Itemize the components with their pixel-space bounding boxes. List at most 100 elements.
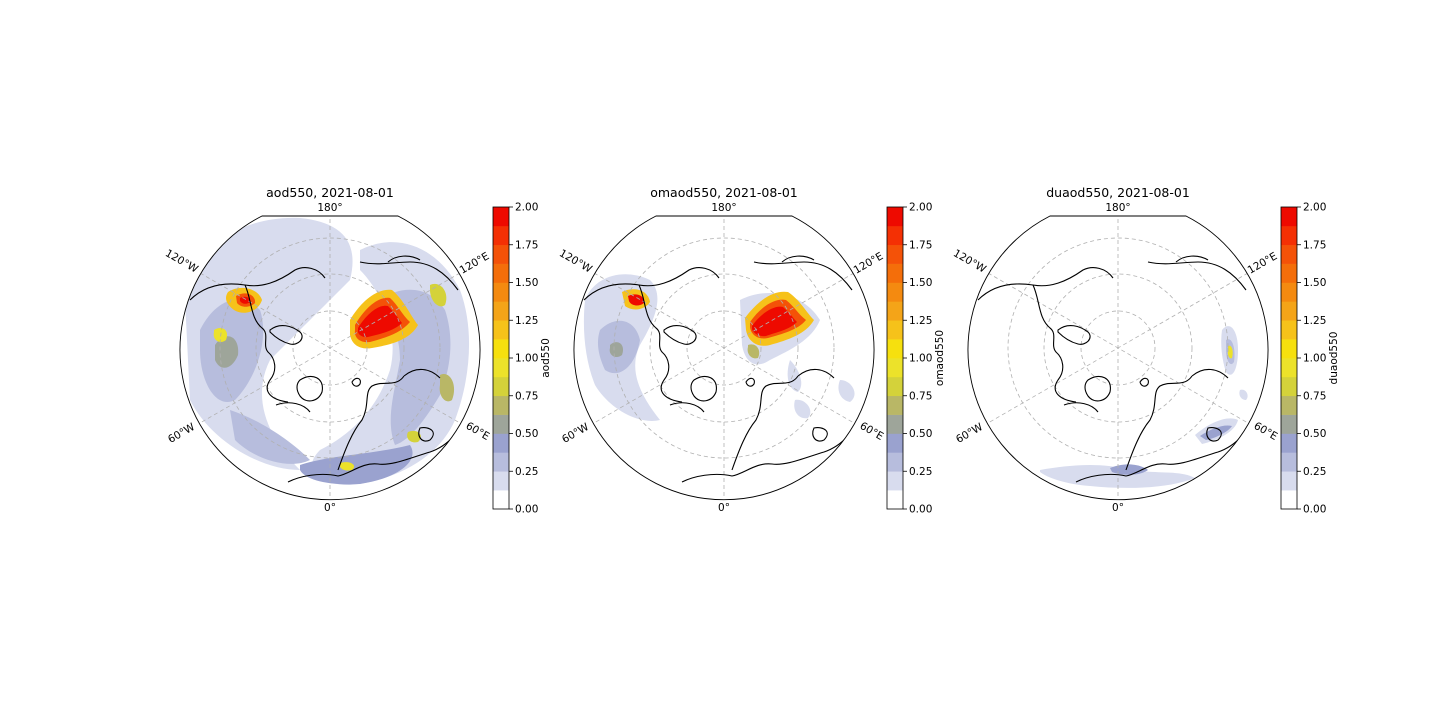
colorbar-level-15 [1281, 207, 1297, 227]
panel-title: duaod550, 2021-08-01 [1046, 185, 1190, 200]
colorbar-level-7 [1281, 358, 1297, 378]
lon-label-120e: 120°E [1246, 250, 1280, 276]
lon-label-60w: 60°W [560, 421, 592, 446]
colorbar-tick-label: 0.25 [909, 466, 932, 478]
graticule [199, 216, 461, 498]
map-area [583, 216, 865, 498]
lon-label-120w: 120°W [951, 247, 988, 276]
coastlines [977, 255, 1259, 483]
colorbar-level-9 [1281, 320, 1297, 340]
colorbar-tick-label: 1.75 [1303, 239, 1326, 251]
panel-aod550: aod550, 2021-08-01 [163, 185, 552, 516]
colorbar-level-9 [493, 320, 509, 340]
colorbar-tick-label: 0.25 [515, 466, 538, 478]
panel-title: aod550, 2021-08-01 [266, 185, 394, 200]
colorbar: 0.00 0.25 0.50 0.75 1.00 1.25 1.50 1.75 2.00 oma… [886, 202, 946, 516]
colorbar-tick-label: 1.00 [515, 353, 538, 365]
lon-label-120w: 120°W [163, 247, 200, 276]
colorbar-tick-label: 1.25 [1303, 315, 1326, 327]
colorbar-level-10 [1281, 301, 1297, 321]
colorbar-tick-label: 0.50 [1303, 428, 1326, 440]
lon-label-60e: 60°E [464, 420, 492, 443]
colorbar-level-8 [887, 339, 903, 359]
colorbar-cells [1281, 207, 1297, 510]
colorbar-level-4 [493, 414, 509, 434]
graticule [987, 216, 1249, 498]
colorbar-tick-label: 1.00 [909, 353, 932, 365]
map-area [185, 216, 471, 498]
map-boundary [179, 215, 481, 501]
colorbar-level-0 [887, 490, 903, 510]
aerosol-field [583, 274, 855, 421]
coastlines [189, 255, 471, 483]
colorbar-tick-label: 2.00 [515, 202, 538, 214]
colorbar-level-15 [887, 207, 903, 227]
lon-label-60e: 60°E [1252, 420, 1280, 443]
colorbar-tick-label: 1.50 [909, 277, 932, 289]
colorbar-level-12 [887, 263, 903, 283]
lon-label-60w: 60°W [166, 421, 198, 446]
colorbar-level-5 [887, 395, 903, 415]
colorbar-tick-label: 0.00 [909, 504, 932, 516]
colorbar-level-12 [493, 263, 509, 283]
colorbar-level-2 [1281, 452, 1297, 472]
colorbar-level-4 [887, 414, 903, 434]
colorbar-level-13 [1281, 244, 1297, 264]
colorbar-tick-label: 0.75 [909, 390, 932, 402]
colorbar-tick-label: 0.75 [1303, 390, 1326, 402]
colorbar-level-9 [887, 320, 903, 340]
lon-label-60e: 60°E [858, 420, 886, 443]
colorbar-level-1 [887, 471, 903, 491]
colorbar-level-1 [1281, 471, 1297, 491]
colorbar-level-6 [1281, 376, 1297, 397]
panel-omaod550: omaod550, 2021-08-01 [557, 185, 946, 516]
colorbar-tick-label: 1.50 [515, 277, 538, 289]
colorbar-level-0 [493, 490, 509, 510]
colorbar-level-10 [493, 301, 509, 321]
map-area [977, 216, 1259, 498]
lon-label-0: 0° [1112, 502, 1124, 514]
colorbar-level-5 [1281, 395, 1297, 415]
colorbar-ticks: 0.00 0.25 0.50 0.75 1.00 1.25 1.50 1.75 2.00 [903, 202, 932, 516]
lon-label-180: 180° [1105, 202, 1130, 214]
colorbar-cells [887, 207, 903, 510]
colorbar-level-11 [1281, 282, 1297, 302]
lon-label-60w: 60°W [954, 421, 986, 446]
colorbar-level-14 [493, 225, 509, 246]
colorbar-tick-label: 2.00 [909, 202, 932, 214]
lon-label-120e: 120°E [458, 250, 492, 276]
colorbar-level-11 [493, 282, 509, 302]
colorbar-level-3 [493, 433, 509, 453]
colorbar-level-6 [493, 376, 509, 397]
coastlines [583, 255, 865, 483]
colorbar-tick-label: 2.00 [1303, 202, 1326, 214]
colorbar-level-2 [887, 452, 903, 472]
colorbar-label: omaod550 [934, 330, 946, 386]
colorbar-tick-label: 1.00 [1303, 353, 1326, 365]
colorbar-level-13 [493, 244, 509, 264]
colorbar-level-10 [887, 301, 903, 321]
colorbar-level-11 [887, 282, 903, 302]
colorbar-level-3 [1281, 433, 1297, 453]
colorbar-tick-label: 1.50 [1303, 277, 1326, 289]
colorbar-level-3 [887, 433, 903, 453]
colorbar-level-14 [887, 225, 903, 246]
lon-label-0: 0° [324, 502, 336, 514]
colorbar-ticks: 0.00 0.25 0.50 0.75 1.00 1.25 1.50 1.75 2.00 [509, 202, 538, 516]
map-boundary [573, 215, 875, 501]
colorbar-level-8 [1281, 339, 1297, 359]
colorbar-level-12 [1281, 263, 1297, 283]
colorbar-level-1 [493, 471, 509, 491]
colorbar-level-7 [887, 358, 903, 378]
lon-label-120e: 120°E [852, 250, 886, 276]
panel-duaod550: duaod550, 2021-08-01 [951, 185, 1340, 516]
colorbar-level-5 [493, 395, 509, 415]
colorbar-level-14 [1281, 225, 1297, 246]
map-boundary [967, 215, 1269, 501]
panel-title: omaod550, 2021-08-01 [650, 185, 798, 200]
colorbar-tick-label: 1.25 [909, 315, 932, 327]
lon-label-180: 180° [317, 202, 342, 214]
colorbar-tick-label: 0.50 [909, 428, 932, 440]
aerosol-field [1040, 326, 1248, 488]
